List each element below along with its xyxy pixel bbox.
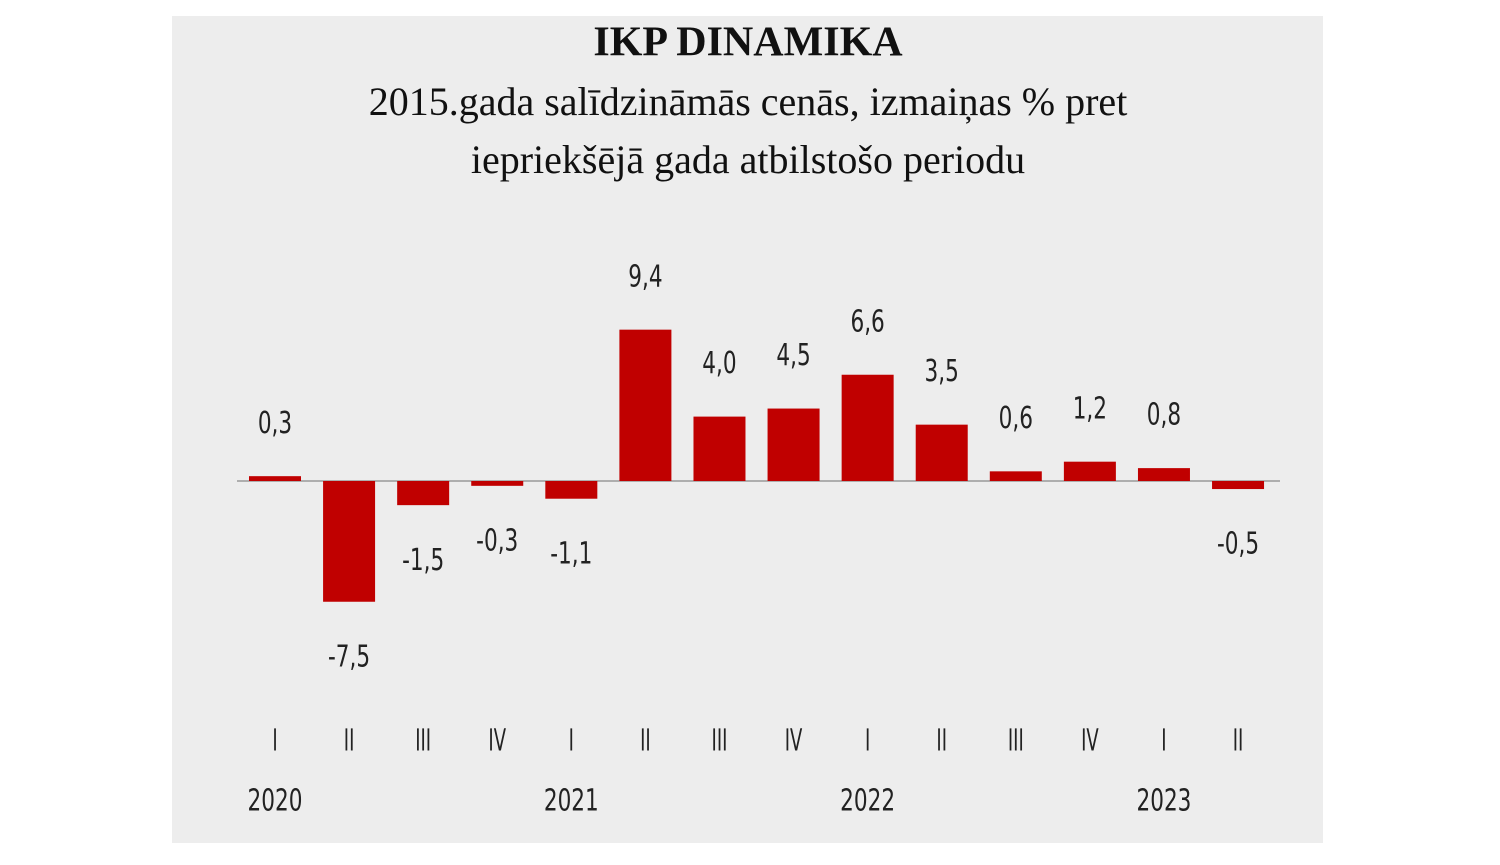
bar (323, 481, 376, 602)
x-tick-label: II (640, 723, 651, 758)
x-tick-label: I (272, 723, 277, 758)
bar (619, 329, 672, 481)
value-label: 0,6 (999, 402, 1033, 436)
bar (989, 471, 1042, 481)
value-label: -1,5 (402, 543, 444, 577)
bar (767, 408, 820, 481)
x-tick-label: IV (488, 723, 506, 758)
bar (1063, 461, 1116, 481)
value-label: 3,5 (925, 355, 959, 389)
year-label: 2021 (544, 784, 599, 818)
x-tick-label: I (1161, 723, 1166, 758)
x-tick-label: III (712, 723, 728, 758)
bar (249, 476, 301, 481)
year-label: 2020 (248, 784, 303, 818)
x-tick-label: I (865, 723, 870, 758)
bar (1137, 468, 1190, 481)
x-tick-label: IV (785, 723, 803, 758)
value-label: 1,2 (1073, 392, 1107, 426)
chart-subtitle: 2015.gada salīdzināmās cenās, izmaiņas %… (369, 79, 1128, 124)
x-tick-label: II (1233, 723, 1244, 758)
value-label: 0,8 (1147, 398, 1181, 432)
x-tick-label: I (569, 723, 574, 758)
x-tick-label: II (344, 723, 355, 758)
bar (693, 416, 746, 481)
value-label: -7,5 (328, 640, 370, 674)
x-tick-label: IV (1081, 723, 1099, 758)
value-label: -1,1 (550, 537, 592, 571)
year-label: 2022 (840, 784, 895, 818)
chart-subtitle: iepriekšējā gada atbilstošo periodu (471, 137, 1025, 182)
x-tick-label: III (415, 723, 431, 758)
bar (397, 481, 450, 506)
x-tick-label: II (936, 723, 947, 758)
value-label: 4,0 (702, 347, 736, 381)
value-label: 0,3 (258, 406, 292, 440)
year-label: 2023 (1136, 784, 1191, 818)
bar (1212, 481, 1265, 490)
value-label: -0,5 (1217, 527, 1259, 561)
chart-title: IKP DINAMIKA (593, 20, 903, 66)
value-label: -0,3 (476, 524, 518, 558)
value-label: 4,5 (776, 339, 810, 373)
value-label: 9,4 (628, 260, 662, 294)
value-label: 6,6 (850, 305, 884, 339)
bar (471, 481, 524, 486)
x-tick-label: III (1008, 723, 1024, 758)
bar (915, 424, 968, 481)
background (172, 16, 1323, 843)
bar (545, 481, 598, 499)
bar (841, 374, 894, 481)
